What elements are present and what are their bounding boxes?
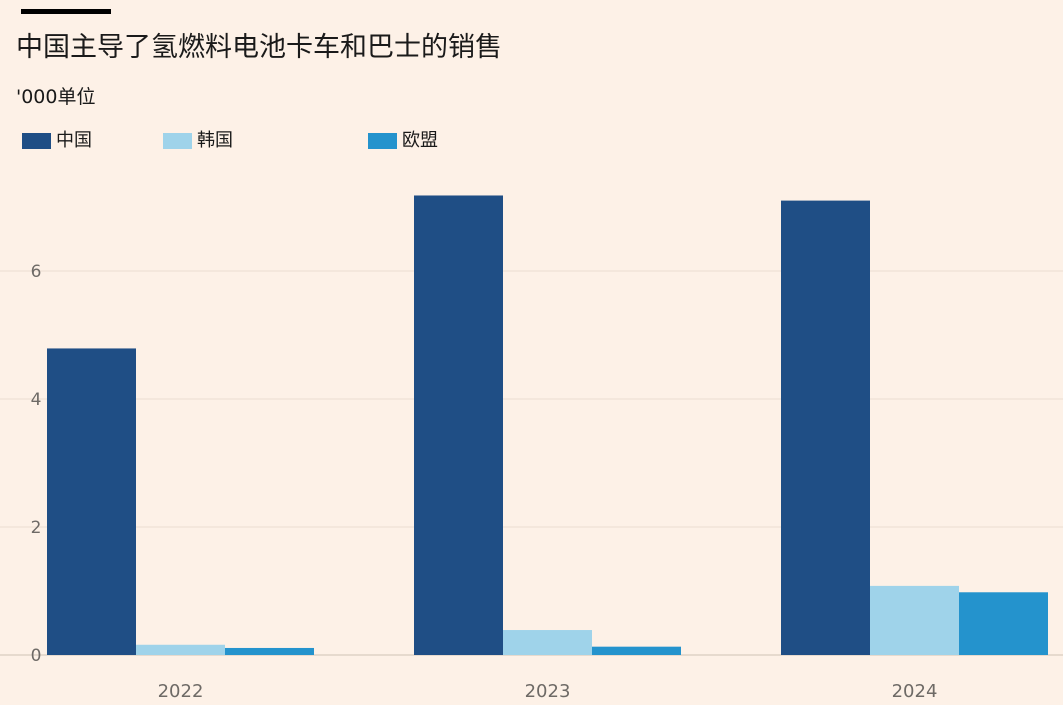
legend-swatch-3 [368, 133, 397, 149]
legend-label-3: 欧盟 [402, 130, 438, 151]
legend-label-2: 韩国 [197, 130, 233, 151]
bar-2024-1 [781, 200, 870, 655]
bar-2024-3 [959, 592, 1048, 655]
bar-2024-2 [870, 585, 959, 655]
bar-2022-1 [47, 348, 136, 655]
y-tick-label: 4 [31, 390, 42, 410]
chart-title: 中国主导了氢燃料电池卡车和巴士的销售 [16, 32, 502, 63]
y-tick-label: 0 [31, 646, 42, 666]
legend-swatch-2 [163, 133, 192, 149]
x-tick-label: 2023 [525, 681, 571, 702]
x-tick-label: 2024 [892, 681, 938, 702]
bar-2023-2 [503, 630, 592, 655]
bar-2023-3 [592, 646, 681, 655]
x-tick-label: 2022 [158, 681, 204, 702]
y-axis: 0 2 4 6 [31, 262, 42, 666]
chart-subtitle: '000单位 [16, 86, 96, 108]
legend: 中国 韩国 欧盟 [22, 130, 438, 151]
y-tick-label: 2 [31, 518, 42, 538]
title-rule [21, 9, 111, 14]
bar-2023-1 [414, 195, 503, 656]
legend-swatch-1 [22, 133, 51, 149]
legend-label-1: 中国 [56, 130, 92, 151]
bars [47, 195, 1048, 656]
bar-2022-2 [136, 644, 225, 655]
bar-2022-3 [225, 647, 314, 655]
x-axis: 2022 2023 2024 [158, 681, 938, 702]
y-tick-label: 6 [31, 262, 42, 282]
